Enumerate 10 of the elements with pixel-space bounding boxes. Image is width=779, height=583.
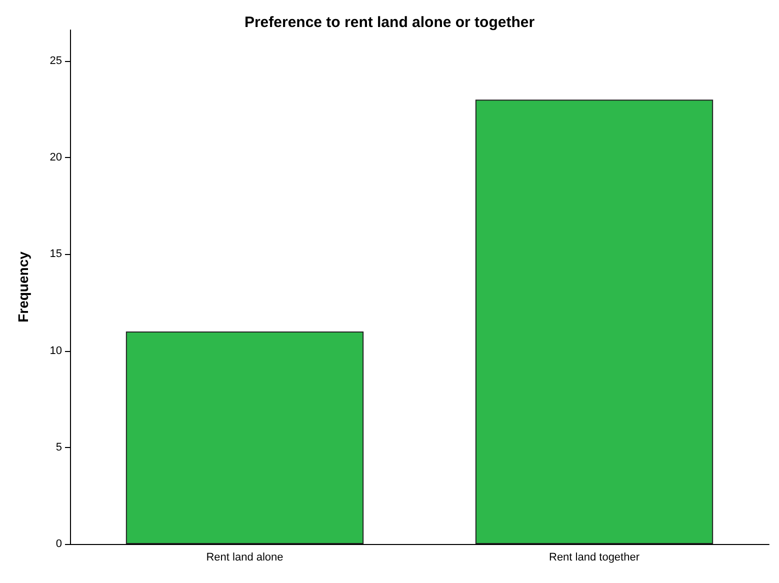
x-tick-label: Rent land together (548, 552, 640, 564)
y-axis-title: Frequency (15, 251, 31, 322)
y-tick-label: 20 (50, 152, 62, 164)
chart-title: Preference to rent land alone or together (244, 14, 535, 31)
x-tick-label: Rent land alone (206, 552, 284, 564)
y-tick-label: 0 (56, 538, 62, 550)
y-tick-label: 25 (50, 54, 62, 67)
y-tick-label: 10 (50, 344, 62, 357)
y-tick-label: 5 (56, 441, 62, 454)
y-tick-label: 15 (50, 248, 62, 260)
